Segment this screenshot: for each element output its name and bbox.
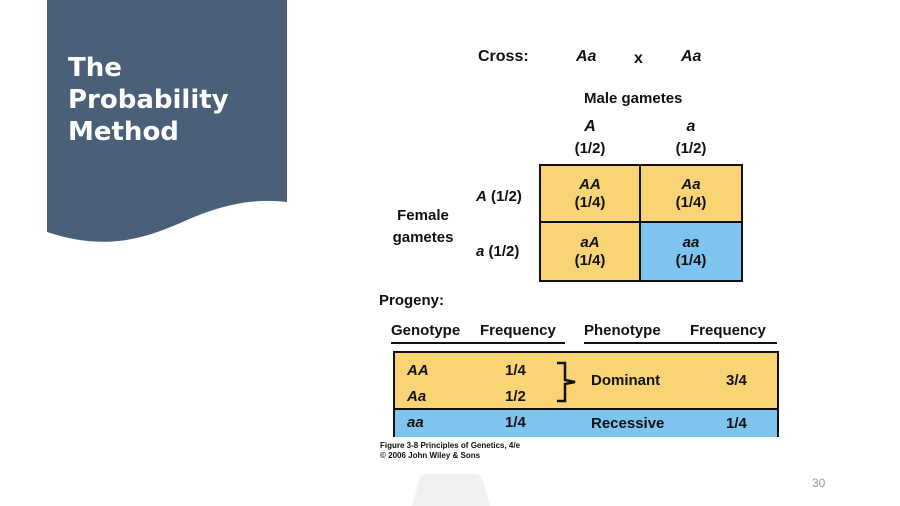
progeny-genotype-freq: 1/4 <box>505 414 526 431</box>
cross-parent-2: Aa <box>681 48 702 65</box>
progeny-genotype: AA <box>407 362 429 379</box>
header-frequency: Frequency <box>480 322 556 339</box>
credit-line-1: Figure 3-8 Principles of Genetics, 4/e <box>380 441 521 450</box>
male-gamete-1-prob: (1/2) <box>574 140 606 157</box>
title-line-3: Method <box>68 117 179 147</box>
cell-frequency: (1/4) <box>675 193 707 211</box>
punnett-cell: AA (1/4) <box>541 166 641 223</box>
cell-genotype: aA <box>580 233 600 251</box>
progeny-table: AA 1/4 Aa 1/2 Dominant 3/4 aa 1/4 Recess… <box>393 351 779 437</box>
header-frequency-2: Frequency <box>690 322 766 339</box>
punnett-square: AA (1/4) Aa (1/4) aA (1/4) aa (1/4) <box>539 164 743 282</box>
cross-label: Cross: <box>478 48 529 65</box>
punnett-cell: aa (1/4) <box>641 223 741 280</box>
recessive-band <box>395 408 777 437</box>
female-label-line-1: Female <box>397 207 449 224</box>
cross-parent-1: Aa <box>576 48 597 65</box>
cross-symbol: x <box>634 50 643 67</box>
male-gamete-2-allele: a <box>686 118 696 135</box>
female-label-line-2: gametes <box>392 229 454 246</box>
cell-frequency: (1/4) <box>574 251 606 269</box>
female-gamete-2-allele: a <box>476 243 485 260</box>
female-gamete-2: a (1/2) <box>476 243 519 260</box>
title-line-1: The <box>68 53 122 83</box>
header-phenotype: Phenotype <box>584 322 661 339</box>
progeny-label: Progeny: <box>379 292 445 309</box>
progeny-genotype: Aa <box>407 388 427 405</box>
punnett-cell: aA (1/4) <box>541 223 641 280</box>
cell-genotype: AA <box>579 175 601 193</box>
title-banner <box>47 0 287 250</box>
figure-credit: Figure 3-8 Principles of Genetics, 4/e ©… <box>380 441 520 461</box>
cell-genotype: aa <box>682 233 700 251</box>
page-number: 30 <box>812 476 826 490</box>
punnett-cell: Aa (1/4) <box>641 166 741 223</box>
progeny-genotype-freq: 1/4 <box>505 362 526 379</box>
header-genotype: Genotype <box>391 322 461 339</box>
credit-line-2: © 2006 John Wiley & Sons <box>380 451 481 460</box>
female-gamete-1: A (1/2) <box>476 188 522 205</box>
phenotype-dominant: Dominant <box>591 372 661 389</box>
dominant-band <box>395 353 777 408</box>
title-line-2: Probability <box>68 85 229 115</box>
male-gamete-1-allele: A <box>584 118 596 135</box>
female-gamete-1-prob: (1/2) <box>491 188 522 205</box>
bracket-icon <box>557 361 576 403</box>
cell-genotype: Aa <box>681 175 701 193</box>
slide-title: The Probability Method <box>68 52 268 148</box>
female-gamete-2-prob: (1/2) <box>488 243 520 260</box>
cell-frequency: (1/4) <box>675 251 707 269</box>
phenotype-dominant-freq: 3/4 <box>726 372 747 389</box>
bottom-tab-shape <box>412 474 490 506</box>
phenotype-recessive: Recessive <box>591 415 665 432</box>
header-underline-left <box>391 342 565 344</box>
female-gametes-label: Female gametes <box>388 205 458 249</box>
progeny-genotype: aa <box>407 414 424 431</box>
progeny-genotype-freq: 1/2 <box>505 388 526 405</box>
header-underline-right <box>584 342 777 344</box>
female-gamete-1-allele: A <box>476 188 487 205</box>
cell-frequency: (1/4) <box>574 193 606 211</box>
male-gamete-2-prob: (1/2) <box>675 140 707 157</box>
male-gametes-label: Male gametes <box>584 90 683 107</box>
phenotype-recessive-freq: 1/4 <box>726 415 747 432</box>
